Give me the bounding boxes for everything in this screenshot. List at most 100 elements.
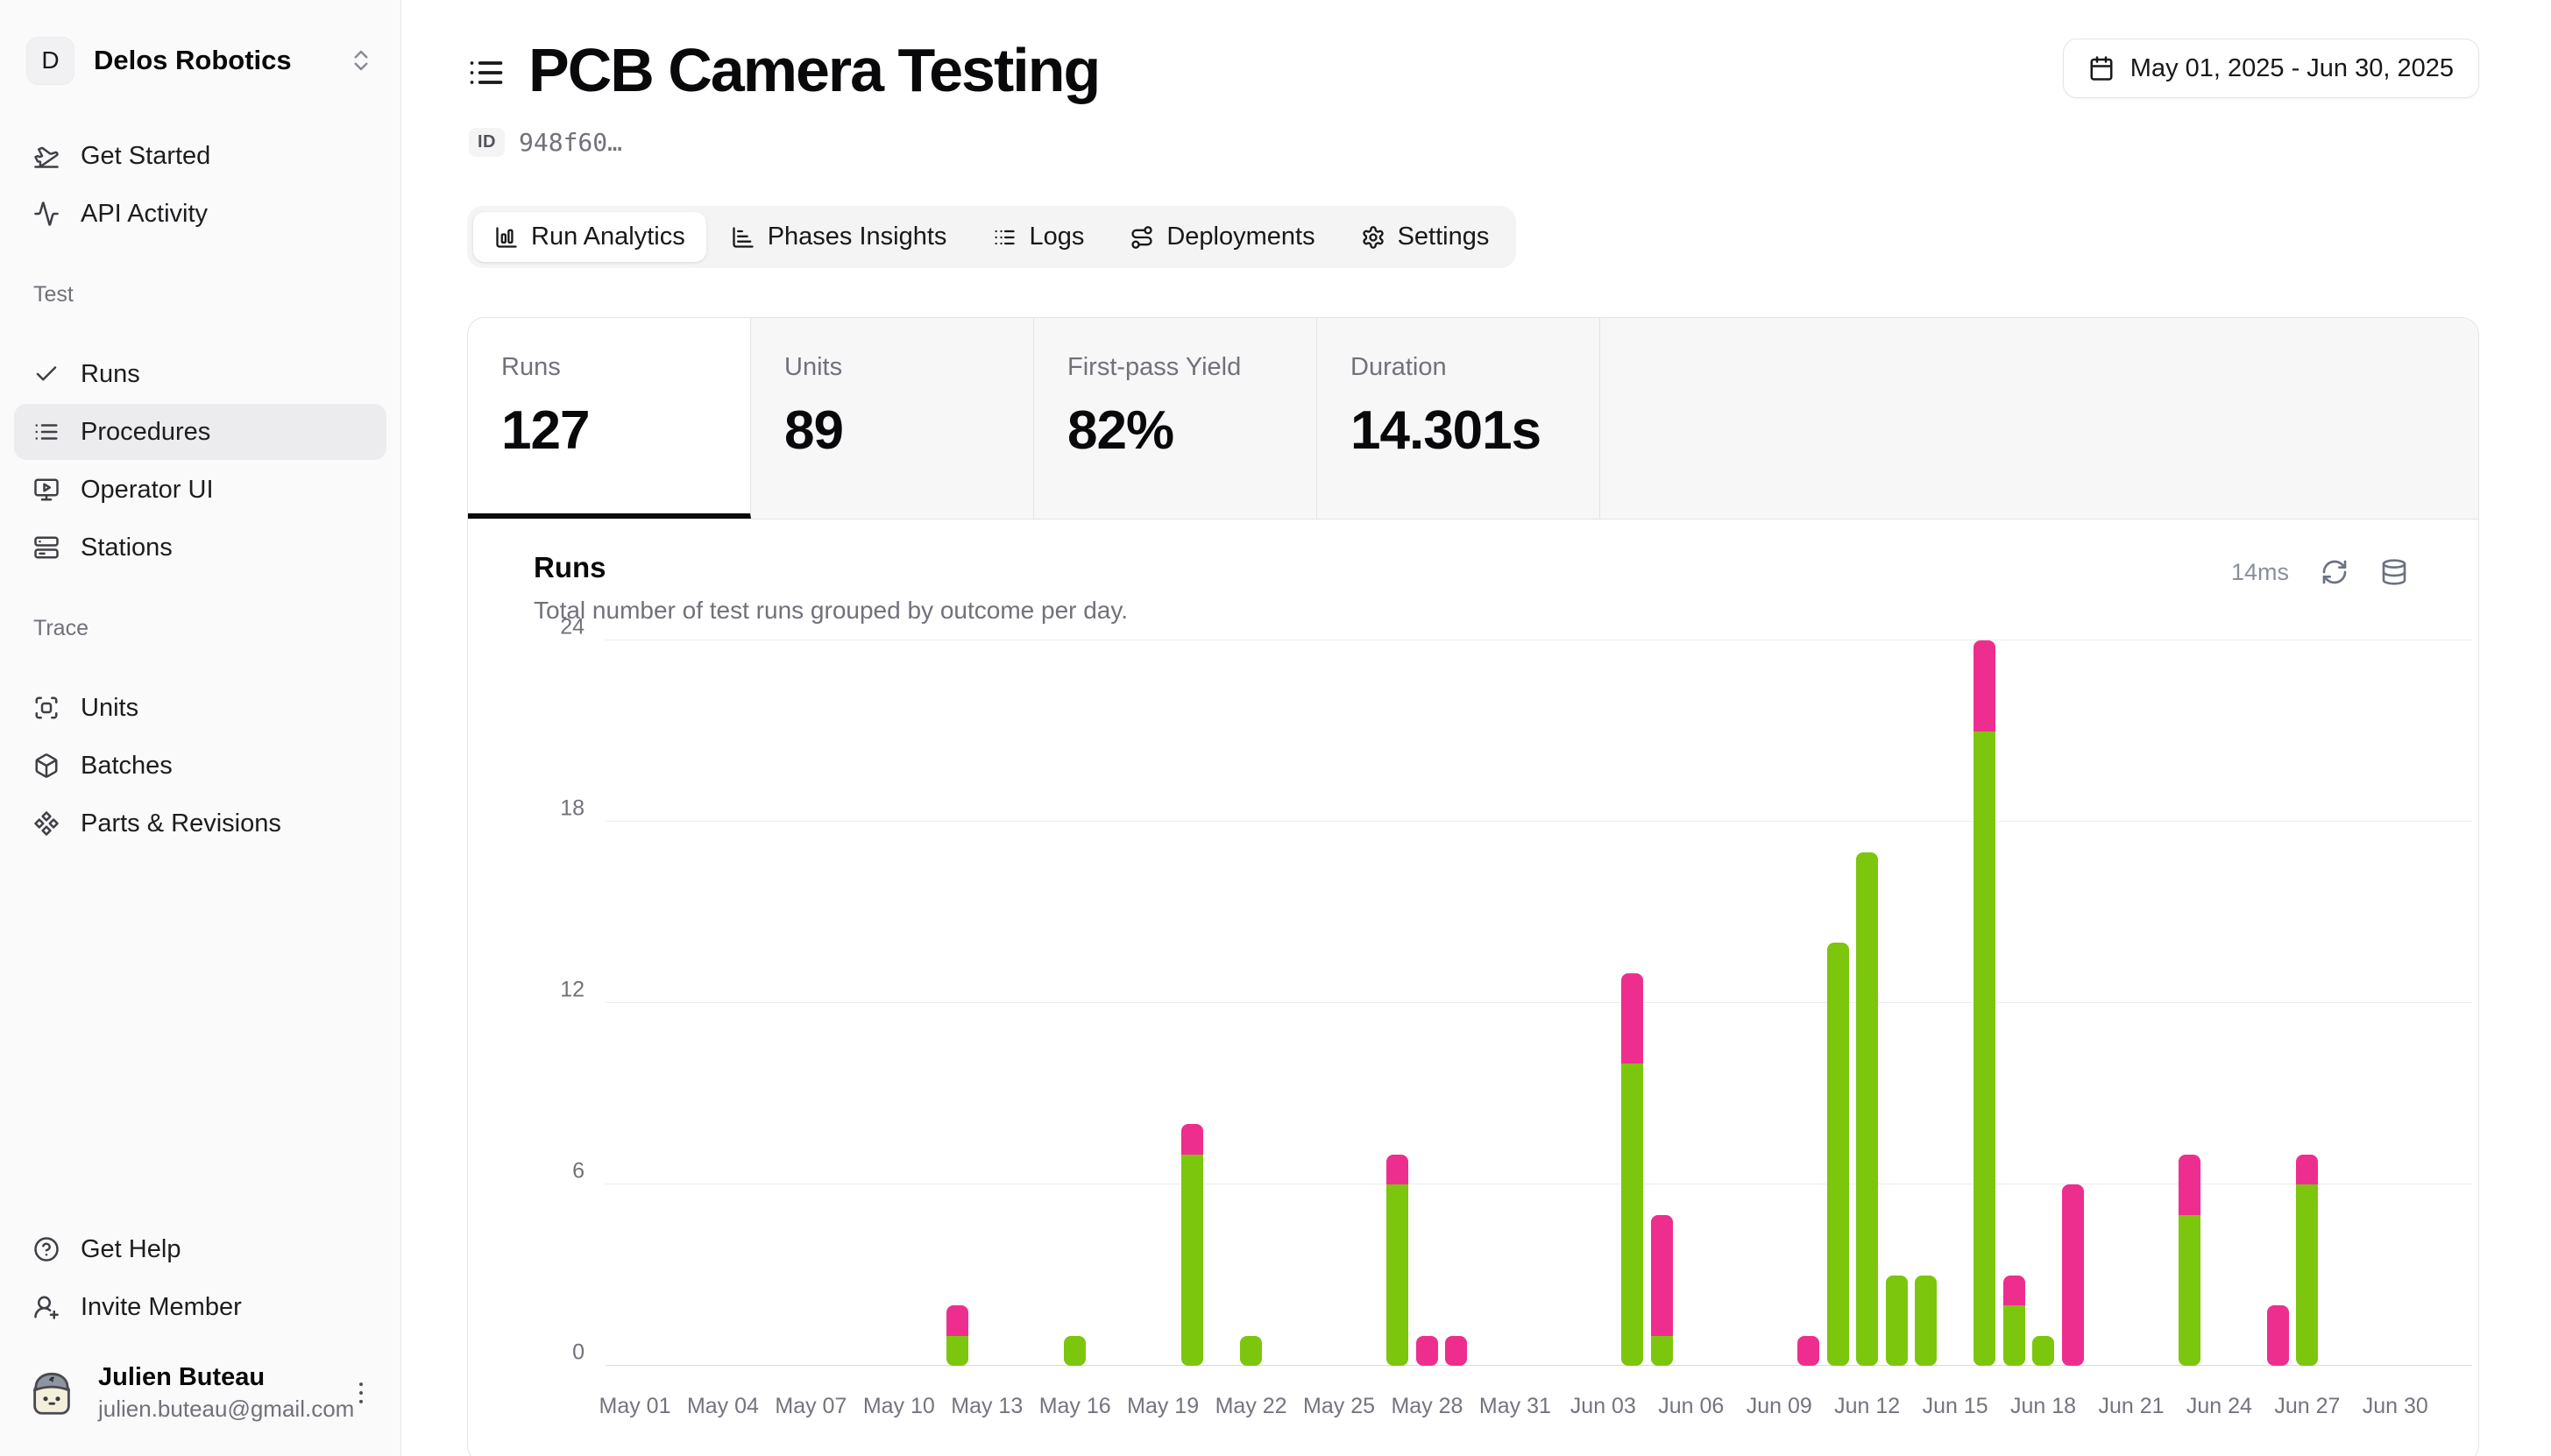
bar-may-28[interactable] [1415,1335,1438,1366]
bar-segment-pass [2032,1335,2055,1366]
bar-jun-10[interactable] [1797,1335,1820,1366]
user-name: Julien Buteau [98,1363,266,1391]
tab-label: Run Analytics [531,223,685,251]
circle-help-icon [34,1237,59,1262]
tab-settings[interactable]: Settings [1340,212,1511,262]
x-axis-label: May 19 [1127,1394,1200,1418]
stat-tab-runs[interactable]: Runs 127 [468,318,751,519]
bar-jun-23[interactable] [2179,1154,2201,1366]
x-axis-label: Jun 27 [2274,1394,2341,1418]
x-axis-label: May 22 [1215,1394,1287,1418]
page-title: PCB Camera Testing [528,36,1101,104]
tab-run-analytics[interactable]: Run Analytics [473,212,706,262]
x-axis-label: May 10 [862,1394,935,1418]
analytics-card: Runs 127 Units 89 First-pass Yield 82% Duratio… [467,317,2479,1456]
bar-segment-fail [2179,1154,2201,1215]
stat-tab-duration[interactable]: Duration 14.301s [1317,318,1600,519]
tab-logs[interactable]: Logs [971,212,1105,262]
bar-jun-17[interactable] [2002,1275,2025,1366]
sidebar-item-procedures[interactable]: Procedures [14,404,386,460]
runs-bar-chart: 0 6 12 18 24 May 01 May 04 May 07 May 10 May 13 Ma… [560,615,2472,1418]
date-range-value: May 01, 2025 - Jun 30, 2025 [2129,53,2454,82]
tab-deployments[interactable]: Deployments [1109,212,1336,262]
bar-segment-pass [1386,1184,1409,1366]
route-icon [1131,225,1152,249]
bar-jun-26[interactable] [2266,1305,2289,1366]
x-axis-label: Jun 24 [2186,1394,2252,1418]
bar-may-22[interactable] [1240,1335,1263,1366]
stat-value: 14.301s [1350,400,1541,461]
bar-jun-14[interactable] [1915,1275,1938,1366]
sidebar-item-label: Operator UI [81,475,214,504]
bar-segment-pass [1885,1275,1908,1366]
sidebar-section-label: Test [33,282,74,307]
sidebar-item-operator-ui[interactable]: Operator UI [14,462,386,518]
y-axis-label: 24 [560,614,585,640]
x-axis-label: May 07 [775,1394,847,1418]
bar-segment-pass [1826,943,1849,1366]
bar-segment-fail [1797,1335,1820,1366]
date-range-picker[interactable]: May 01, 2025 - Jun 30, 2025 [2062,39,2479,98]
refresh-button[interactable] [2321,558,2349,586]
bar-may-20[interactable] [1181,1124,1204,1366]
bar-segment-fail [1386,1154,1409,1184]
chart-column-box-icon [496,226,517,248]
sidebar-item-batches[interactable]: Batches [14,738,386,794]
bar-may-12[interactable] [946,1305,969,1366]
tab-phases-insights[interactable]: Phases Insights [710,212,968,262]
tab-label: Phases Insights [767,223,947,251]
sidebar-item-get-started[interactable]: Get Started [14,128,386,184]
calendar-icon [2088,55,2115,81]
bar-jun-11[interactable] [1826,943,1849,1366]
stats-row: Runs 127 Units 89 First-pass Yield 82% Duratio… [468,318,2478,519]
sidebar-item-label: Get Started [81,141,211,170]
bar-may-29[interactable] [1445,1335,1468,1366]
bar-jun-27[interactable] [2296,1154,2319,1366]
sidebar-item-units[interactable]: Units [14,680,386,736]
check-icon [36,366,57,381]
bar-jun-04[interactable] [1621,972,1644,1366]
bar-jun-05[interactable] [1650,1214,1673,1366]
sidebar-item-get-help[interactable]: Get Help [14,1221,386,1277]
procedure-id[interactable]: 948f60… [519,128,623,157]
sidebar-item-parts-revisions[interactable]: Parts & Revisions [14,795,386,852]
sidebar-item-api-activity[interactable]: API Activity [14,186,386,242]
gridline-y0 [606,1365,2472,1366]
bar-may-27[interactable] [1386,1154,1409,1366]
sidebar: D Delos Robotics Get Started API Activity… [0,0,401,1456]
sidebar-item-label: Invite Member [81,1292,242,1321]
sidebar-item-label: API Activity [81,199,209,228]
user-account[interactable]: Julien Buteau julien.buteau@gmail.com [14,1354,386,1431]
x-axis-label: Jun 06 [1658,1394,1725,1418]
database-icon [2382,559,2406,585]
bar-jun-16[interactable] [1973,640,1996,1366]
sidebar-item-runs[interactable]: Runs [14,346,386,402]
x-axis-label: May 13 [951,1394,1024,1418]
bar-jun-13[interactable] [1885,1275,1908,1366]
stat-value: 89 [784,400,844,461]
y-axis-label: 12 [560,977,585,1002]
bar-may-16[interactable] [1064,1335,1087,1366]
org-switcher[interactable]: D Delos Robotics [14,32,386,89]
database-button[interactable] [2380,558,2408,586]
bar-jun-19[interactable] [2061,1184,2084,1366]
stat-label: Runs [501,353,561,381]
x-axis-label: Jun 21 [2098,1394,2165,1418]
bar-segment-pass [1181,1154,1204,1366]
bar-segment-fail [1973,640,1996,732]
bar-jun-12[interactable] [1856,852,1879,1366]
bar-jun-18[interactable] [2032,1335,2055,1366]
stat-value: 82% [1067,400,1174,461]
x-axis-label: Jun 15 [1922,1394,1988,1418]
sidebar-item-invite-member[interactable]: Invite Member [14,1279,386,1335]
bar-segment-pass [946,1335,969,1366]
stat-tab-units[interactable]: Units 89 [751,318,1034,519]
bar-segment-pass [1064,1335,1087,1366]
bar-segment-fail [2296,1154,2319,1184]
stat-tab-first-pass-yield[interactable]: First-pass Yield 82% [1034,318,1317,519]
sidebar-item-stations[interactable]: Stations [14,519,386,576]
sidebar-item-label: Stations [81,533,173,562]
stat-value: 127 [501,400,590,461]
box-icon [35,753,58,778]
user-menu-button[interactable] [346,1378,376,1408]
